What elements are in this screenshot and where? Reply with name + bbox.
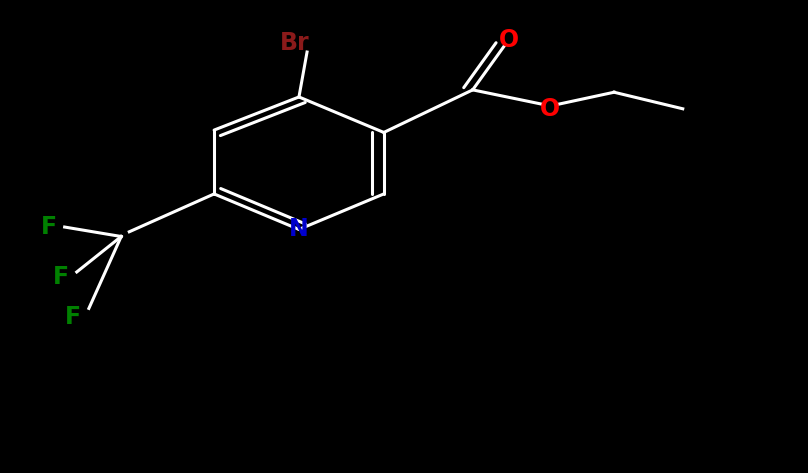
Text: O: O: [540, 97, 559, 121]
Text: N: N: [289, 218, 309, 241]
Text: F: F: [65, 305, 81, 329]
Text: Br: Br: [280, 31, 309, 54]
Text: F: F: [53, 265, 69, 289]
Text: O: O: [499, 28, 519, 52]
Text: F: F: [40, 215, 57, 239]
